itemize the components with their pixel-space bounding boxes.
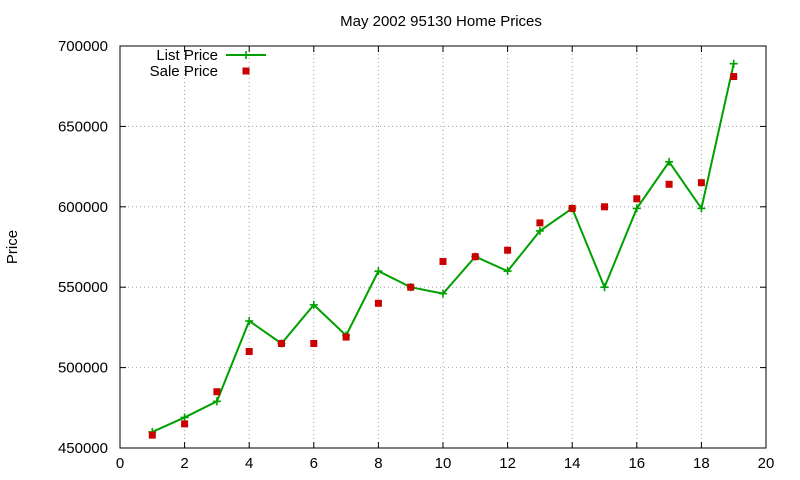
sale-price-point: [471, 253, 479, 261]
list-price-point: [600, 283, 609, 292]
y-tick-label: 700000: [58, 38, 108, 55]
list-price-point: [503, 267, 512, 276]
sale-price-point: [278, 339, 285, 347]
x-tick-label: 4: [245, 455, 253, 472]
list-price-point: [245, 316, 254, 325]
legend-square-sample: [242, 67, 250, 75]
y-axis-label: Price: [4, 230, 21, 264]
legend-entry: List Price: [156, 47, 266, 64]
list-price-point: [309, 300, 318, 309]
legend-label: Sale Price: [150, 63, 218, 80]
x-tick-label: 20: [758, 455, 775, 472]
sale-price-point: [633, 195, 641, 203]
chart-title: May 2002 95130 Home Prices: [340, 13, 542, 30]
sale-price-point: [504, 246, 512, 254]
list-price-point: [242, 51, 250, 59]
sale-price-point: [310, 339, 318, 347]
x-tick-label: 0: [116, 455, 124, 472]
y-tick-label: 500000: [58, 360, 108, 377]
y-tick-label: 600000: [58, 199, 108, 216]
list-price-point: [180, 413, 189, 422]
sale-price-point: [407, 283, 415, 291]
x-tick-label: 10: [435, 455, 452, 472]
axis-ticks: [119, 45, 767, 449]
list-price-point: [535, 226, 544, 235]
list-price-point: [212, 397, 221, 406]
x-tick-label: 16: [628, 455, 645, 472]
tick-labels: 0 2 4 6 8 10 12 14 16 18 20 450000 500000 550000 60000…: [58, 38, 774, 472]
x-tick-label: 2: [180, 455, 188, 472]
y-tick-label: 650000: [58, 118, 108, 135]
sale-price-point: [245, 348, 253, 356]
sale-price-point: [665, 180, 673, 188]
sale-price-point: [342, 333, 350, 341]
sale-price-point: [148, 431, 156, 439]
sale-price-point: [601, 203, 608, 211]
x-tick-label: 12: [499, 455, 516, 472]
sale-price-point: [536, 219, 544, 227]
list-price-point: [374, 267, 383, 276]
x-tick-label: 14: [564, 455, 581, 472]
series-sale-price: [148, 73, 738, 439]
list-price-point: [697, 204, 706, 213]
x-tick-label: 18: [693, 455, 710, 472]
y-tick-label: 450000: [58, 440, 108, 457]
legend-entry: Sale Price: [150, 63, 250, 80]
series: [148, 59, 738, 439]
x-tick-label: 6: [310, 455, 318, 472]
grid: [120, 46, 766, 448]
list-price-point: [632, 204, 641, 213]
x-tick-label: 8: [374, 455, 382, 472]
sale-price-point: [730, 73, 738, 81]
sale-price-point: [374, 299, 382, 307]
sale-price-point: [697, 179, 705, 187]
sale-price-point: [181, 420, 189, 428]
list-price-point: [729, 59, 738, 68]
sale-price-point: [568, 204, 576, 212]
legend-label: List Price: [156, 47, 218, 64]
y-tick-label: 550000: [58, 279, 108, 296]
series-list-price: [148, 59, 738, 436]
list-price-point: [665, 157, 674, 166]
list-price-point: [439, 289, 447, 298]
sale-price-point: [213, 388, 221, 396]
sale-price-point: [439, 257, 447, 265]
